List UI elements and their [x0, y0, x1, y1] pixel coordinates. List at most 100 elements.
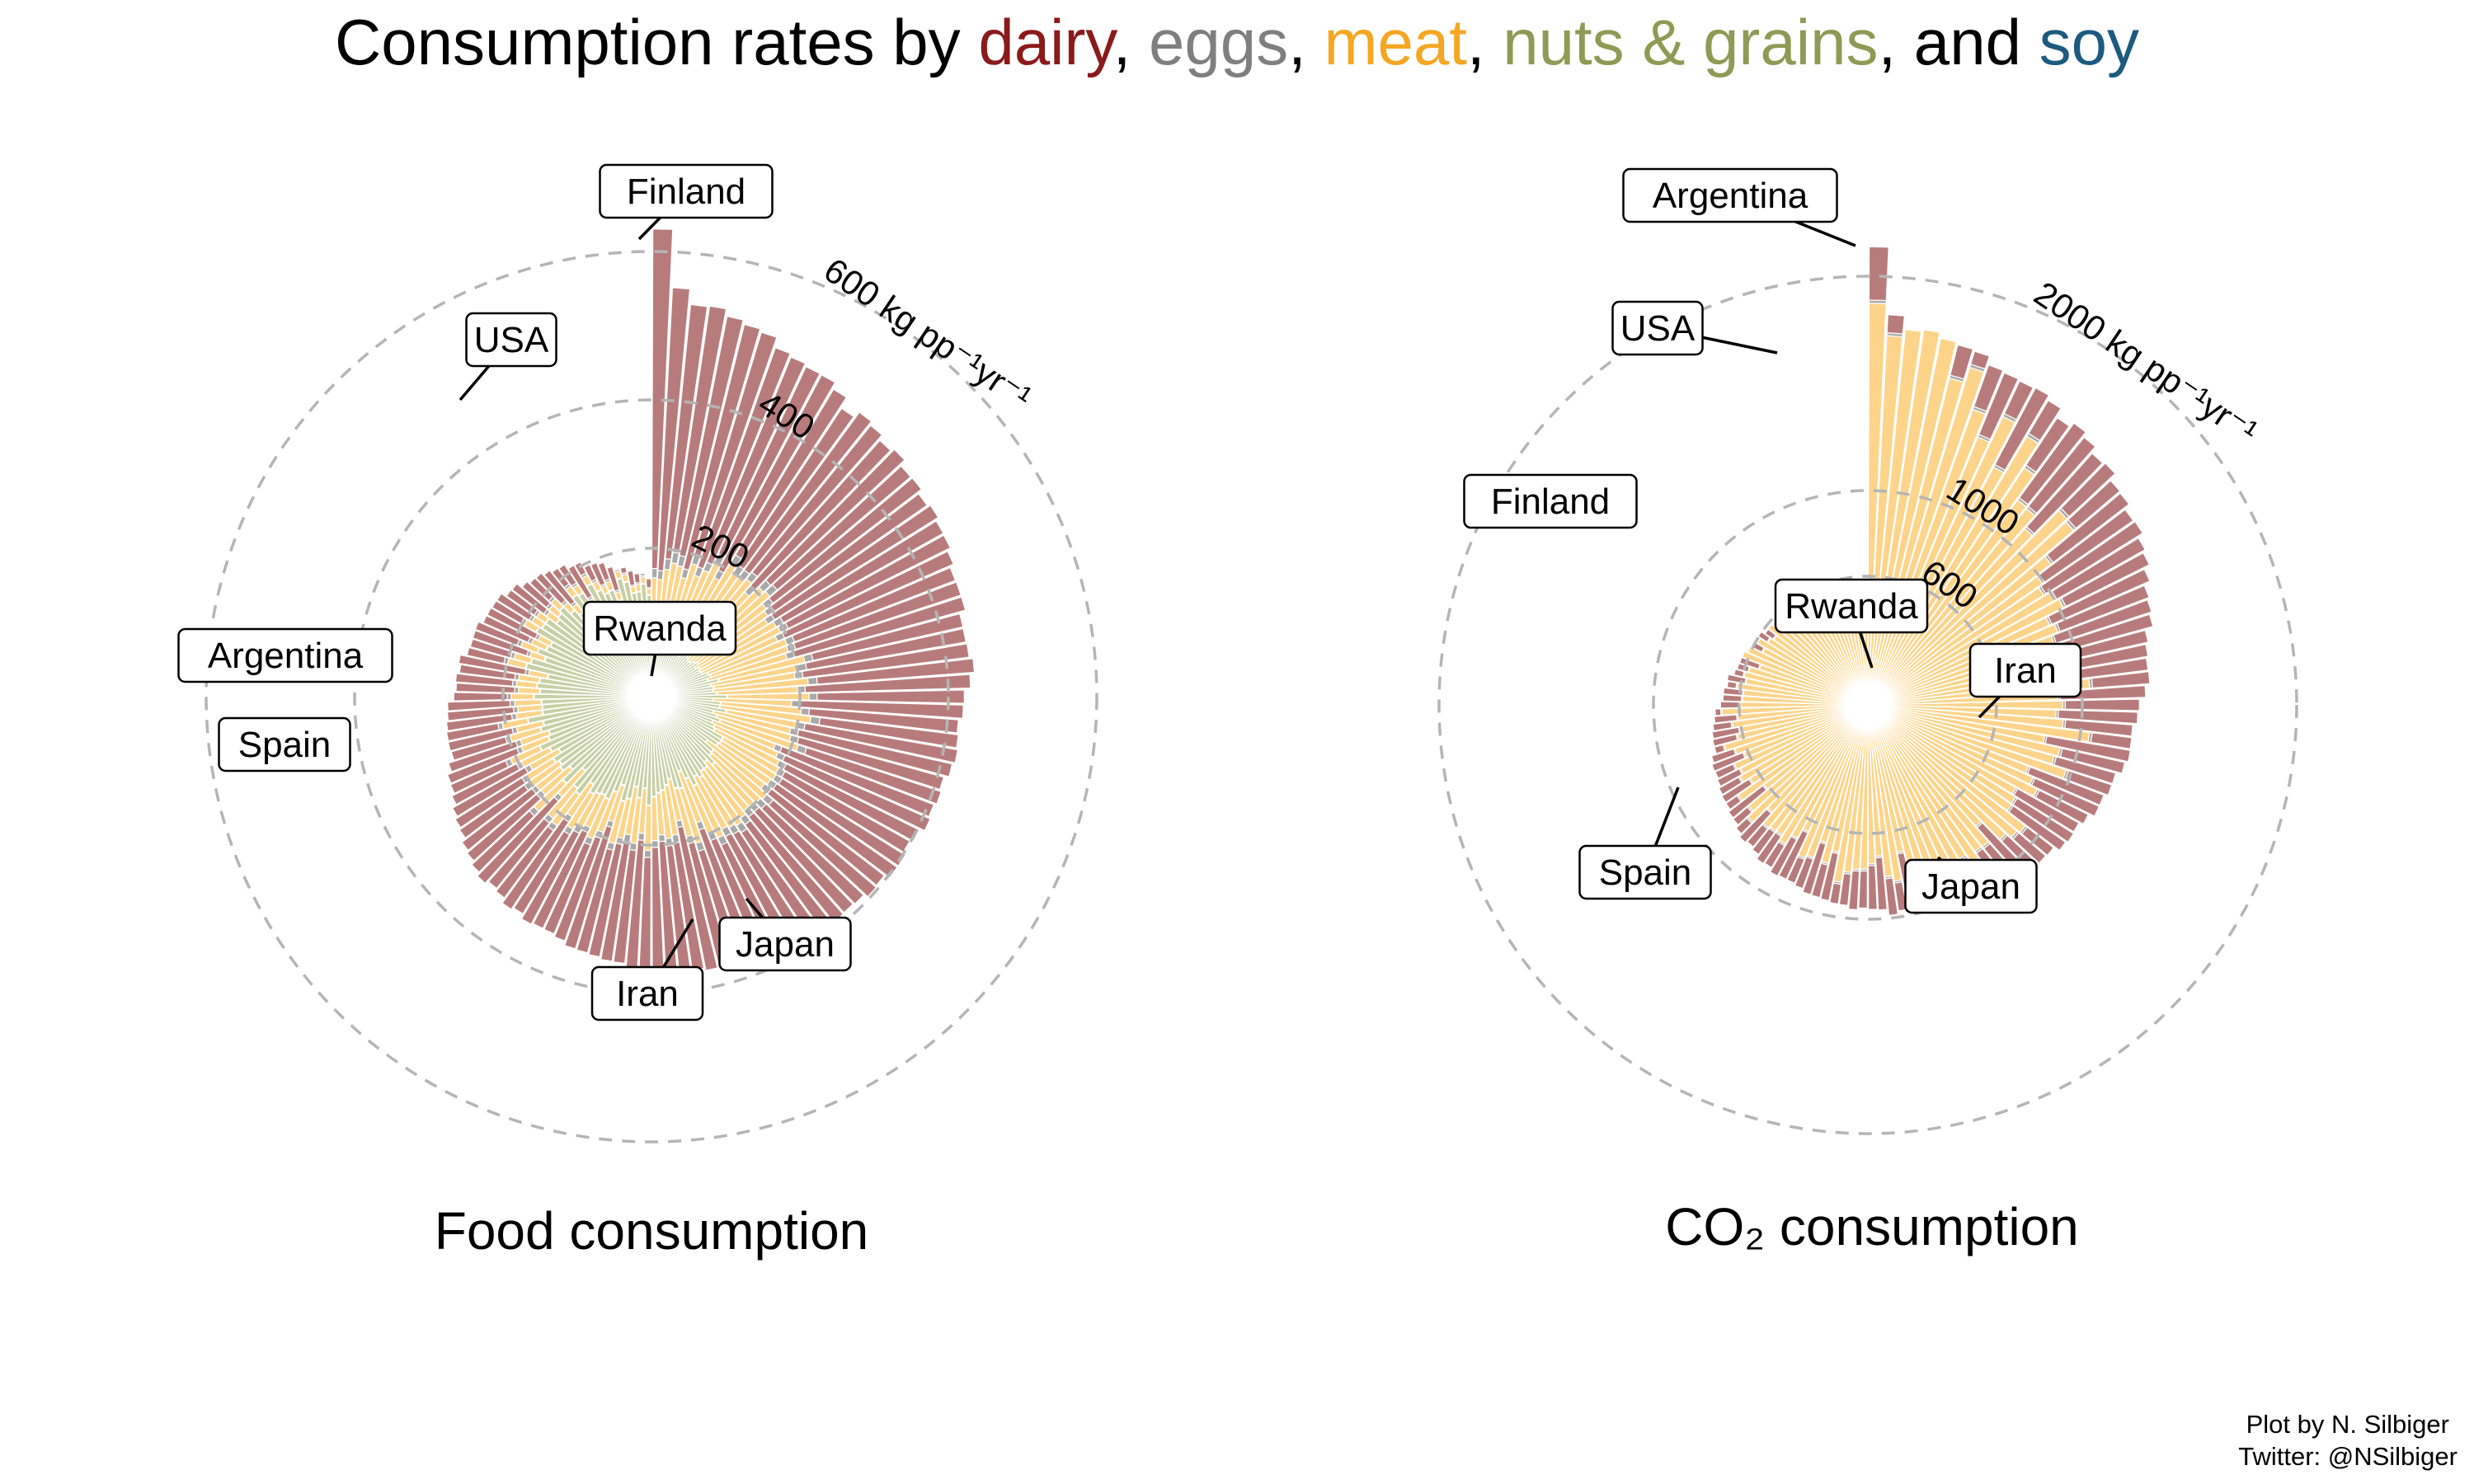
bar-segment-dairy-95 — [446, 707, 515, 721]
credit-line-1: Plot by N. Silbiger — [2246, 1410, 2449, 1439]
bar-segment-dairy-87 — [451, 763, 520, 805]
bar-segment-dairy-70 — [1811, 862, 1829, 899]
bar-segment-dairy-68 — [1829, 882, 1842, 905]
bar-segment-dairy-23 — [781, 550, 955, 639]
bar-segment-meat-127 — [634, 584, 642, 593]
bar-segment-dairy-47 — [768, 799, 877, 898]
co2-panel-title: CO₂ consumption — [1665, 1197, 2079, 1256]
chart-title: Consumption rates by dairy, eggs, meat , … — [335, 6, 2139, 78]
bar-segment-dairy-11 — [734, 388, 848, 560]
ring-200 — [501, 547, 802, 847]
bar-segment-dairy-49 — [753, 806, 854, 913]
bar-segment-dairy-88 — [1714, 763, 1737, 779]
bar-segment-dairy-124 — [613, 567, 621, 571]
bar-segment-dairy-90 — [1710, 748, 1737, 763]
bar-segment-dairy-102 — [466, 646, 506, 665]
bar-segment-dairy-71 — [1802, 841, 1827, 895]
bar-segment-dairy-31 — [804, 674, 971, 693]
country-label-box-spain — [218, 716, 351, 773]
bar-segment-dairy-30 — [816, 658, 976, 685]
bar-segment-dairy-45 — [772, 782, 898, 879]
title-sep-1: , — [1113, 6, 1149, 78]
bar-segment-dairy-82 — [1732, 806, 1753, 826]
bar-segment-eggs-34 — [800, 707, 811, 716]
bar-segment-dairy-39 — [803, 747, 942, 805]
ring-600 — [1738, 575, 1998, 835]
bar-segment-dairy-15 — [2025, 452, 2104, 535]
bar-segment-dairy-46 — [2020, 826, 2055, 857]
bar-segment-dairy-21 — [2051, 537, 2147, 600]
bar-segment-dairy-22 — [784, 534, 952, 630]
title-sep-3: , — [1467, 6, 1503, 78]
bar-segment-dairy-120 — [583, 564, 597, 582]
bar-segment-dairy-96 — [446, 700, 511, 711]
bar-segment-dairy-129 — [645, 578, 652, 589]
bar-segment-dairy-4 — [679, 316, 744, 557]
bar-segment-dairy-98 — [455, 682, 515, 694]
bar-segment-dairy-9 — [2003, 380, 2034, 420]
bar-segment-dairy-86 — [451, 767, 529, 818]
ring-600 — [205, 250, 1098, 1144]
bar-segment-dairy-39 — [2065, 770, 2113, 796]
bar-segment-dairy-73 — [543, 841, 591, 935]
bar-segment-dairy-43 — [2013, 787, 2080, 833]
bar-segment-dairy-30 — [2091, 670, 2151, 689]
country-label-box-rwanda — [582, 600, 737, 656]
bar-segment-dairy-123 — [605, 566, 620, 592]
bar-segment-dairy-2 — [665, 303, 708, 561]
bar-segment-dairy-67 — [613, 849, 637, 965]
bar-segment-dairy-75 — [1769, 835, 1798, 877]
bar-segment-dairy-18 — [2046, 492, 2130, 564]
bar-segment-dairy-42 — [2034, 789, 2090, 825]
country-label-spain: Spain — [238, 725, 332, 765]
bar-segment-dairy-98 — [1722, 694, 1743, 702]
country-label-rwanda: Rwanda — [1785, 586, 1918, 627]
bar-segment-dairy-14 — [2027, 436, 2096, 514]
bar-segment-dairy-89 — [446, 747, 520, 784]
bar-segment-dairy-10 — [717, 373, 836, 574]
bar-segment-dairy-14 — [751, 425, 883, 578]
bar-segment-dairy-74 — [1778, 829, 1808, 881]
bar-segment-dairy-45 — [2008, 805, 2067, 852]
bar-segment-dairy-110 — [1764, 628, 1777, 640]
bar-segment-dairy-107 — [486, 607, 539, 640]
bar-segment-dairy-84 — [459, 784, 529, 839]
bar-segment-dairy-90 — [448, 740, 519, 773]
bar-segment-dairy-32 — [2064, 698, 2140, 711]
bar-segment-dairy-69 — [1820, 852, 1839, 902]
bar-segment-dairy-37 — [797, 729, 953, 777]
bar-segment-dairy-72 — [1794, 856, 1814, 890]
bar-segment-meat-129 — [646, 588, 652, 595]
co2-country-labels: Argentina USA Finland Spain Japan Iran Rwanda — [1463, 167, 2082, 914]
bar-segment-eggs-32 — [808, 693, 818, 701]
bar-segment-dairy-122 — [597, 561, 610, 582]
bar-segment-dairy-80 — [476, 796, 559, 885]
bar-segment-dairy-47 — [2012, 832, 2047, 864]
bar-segment-dairy-100 — [459, 664, 516, 681]
country-label-japan: Japan — [1921, 866, 2020, 907]
country-label-box-rwanda — [1774, 578, 1929, 634]
bar-segment-dairy-76 — [513, 830, 571, 915]
bar-segment-dairy-108 — [491, 599, 525, 625]
country-label-japan: Japan — [736, 924, 835, 965]
bar-segment-dairy-102 — [1733, 669, 1745, 678]
bar-segment-dairy-127 — [633, 572, 641, 584]
bar-segment-dairy-60 — [676, 825, 718, 971]
bar-segment-dairy-81 — [1735, 817, 1752, 835]
bar-segment-dairy-16 — [2060, 463, 2116, 518]
bar-segment-dairy-5 — [683, 323, 761, 571]
bar-segment-dairy-70 — [576, 848, 614, 954]
bar-segment-dairy-119 — [574, 561, 587, 577]
bar-segment-dairy-62 — [1884, 877, 1899, 917]
food-panel-title: Food consumption — [435, 1201, 869, 1261]
bar-segment-dairy-121 — [590, 561, 606, 587]
bar-segment-dairy-97 — [453, 692, 508, 702]
bar-segment-dairy-112 — [521, 580, 552, 608]
bar-segment-dairy-69 — [588, 842, 623, 958]
bar-segment-dairy-104 — [472, 629, 529, 657]
bar-segment-dairy-74 — [532, 829, 589, 929]
country-label-finland: Finland — [1491, 481, 1610, 522]
bar-segment-dairy-99 — [1723, 687, 1743, 697]
bar-segment-dairy-21 — [779, 520, 944, 624]
bar-segment-dairy-28 — [805, 627, 967, 670]
